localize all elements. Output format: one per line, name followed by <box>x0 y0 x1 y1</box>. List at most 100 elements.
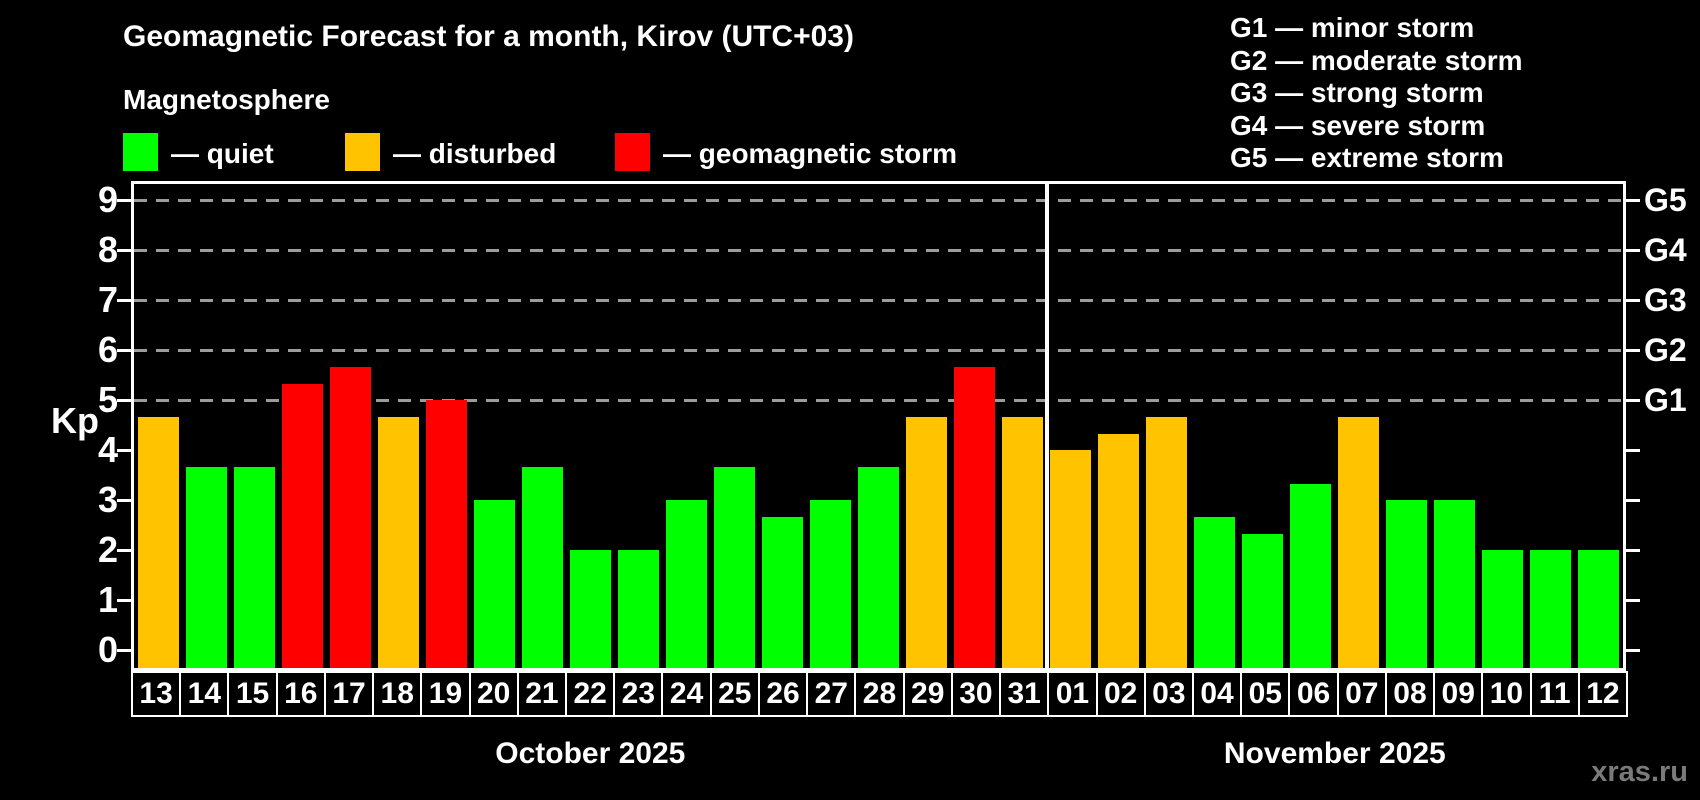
axis-tick <box>117 298 131 302</box>
g-legend-line: G3 — strong storm <box>1230 77 1484 108</box>
axis-tick <box>1626 398 1640 402</box>
quiet-swatch-icon <box>123 133 158 171</box>
day-label-20: 20 <box>468 671 519 717</box>
day-label-23: 23 <box>613 671 664 717</box>
axis-tick <box>1626 448 1640 452</box>
day-label-05: 05 <box>1240 671 1291 717</box>
y-axis-tick-label-5: 5 <box>97 379 118 420</box>
axis-tick <box>1626 298 1640 302</box>
y-axis-tick-label-4: 4 <box>97 429 118 470</box>
disturbed-swatch-icon <box>345 133 380 171</box>
bar-october-16 <box>281 383 323 668</box>
bar-november-08 <box>1386 500 1428 668</box>
axis-tick <box>117 448 131 452</box>
day-label-07: 07 <box>1336 671 1387 717</box>
day-label-03: 03 <box>1143 671 1194 717</box>
axis-tick <box>117 648 131 652</box>
gridline-kp9 <box>134 199 1623 202</box>
bar-october-18 <box>377 416 419 668</box>
bar-october-23 <box>617 550 659 668</box>
bar-october-17 <box>329 366 371 668</box>
day-label-24: 24 <box>661 671 712 717</box>
axis-tick <box>117 248 131 252</box>
bar-october-15 <box>233 466 275 668</box>
bar-november-07 <box>1338 416 1380 668</box>
g-legend-line: G1 — minor storm <box>1230 12 1475 43</box>
axis-tick <box>117 498 131 502</box>
disturbed-legend-label: — disturbed <box>393 138 557 169</box>
bar-october-22 <box>569 550 611 668</box>
axis-tick <box>117 598 131 602</box>
g-legend-line: G4 — severe storm <box>1230 109 1486 141</box>
axis-tick <box>1626 348 1640 352</box>
quiet-legend-label: — quiet <box>171 138 274 169</box>
bar-october-31 <box>1002 416 1044 668</box>
bar-october-21 <box>521 466 563 668</box>
bar-october-30 <box>954 366 996 668</box>
bar-november-10 <box>1482 550 1524 668</box>
day-label-17: 17 <box>323 671 375 717</box>
day-label-01: 01 <box>1047 671 1098 717</box>
bar-october-19 <box>425 400 467 668</box>
bar-november-03 <box>1146 416 1188 668</box>
axis-tick <box>117 198 131 202</box>
axis-tick <box>117 398 131 402</box>
day-label-21: 21 <box>516 671 568 717</box>
day-label-10: 10 <box>1481 671 1532 717</box>
watermark: xras.ru <box>1591 756 1688 788</box>
g-legend-line: G5 — extreme storm <box>1230 142 1504 173</box>
bar-november-01 <box>1050 450 1092 668</box>
right-axis-label-g5: G5 <box>1644 182 1687 218</box>
axis-tick <box>1626 548 1640 552</box>
month-separator-line <box>1044 184 1049 668</box>
chart-subtitle: Magnetosphere <box>123 84 330 115</box>
right-axis-label-g4: G4 <box>1644 232 1687 268</box>
day-label-06: 06 <box>1288 671 1339 717</box>
bar-november-05 <box>1242 533 1284 668</box>
bar-october-20 <box>473 500 515 668</box>
day-label-14: 14 <box>179 671 230 717</box>
bar-october-14 <box>185 466 227 668</box>
axis-tick <box>117 548 131 552</box>
day-label-09: 09 <box>1433 671 1484 717</box>
day-label-row: 13 14 15 16 17 18 19 20 21 22 23 24 25 26 27 28 29 30 31 01… <box>131 671 1628 717</box>
y-axis-tick-label-3: 3 <box>97 479 118 520</box>
right-axis-label-g1: G1 <box>1644 382 1687 418</box>
day-label-13: 13 <box>131 671 182 717</box>
month-label-october: October 2025 <box>495 737 686 770</box>
day-label-28: 28 <box>854 671 905 717</box>
bar-november-09 <box>1434 500 1476 668</box>
day-label-29: 29 <box>902 671 953 717</box>
gridline-kp6 <box>134 349 1623 352</box>
chart-title: Geomagnetic Forecast for a month, Kirov … <box>123 20 854 53</box>
y-axis-tick-label-9: 9 <box>97 179 118 220</box>
axis-tick <box>1626 648 1640 652</box>
day-label-22: 22 <box>565 671 616 717</box>
day-label-27: 27 <box>806 671 857 717</box>
bar-november-11 <box>1530 550 1572 668</box>
day-label-26: 26 <box>757 671 809 717</box>
day-label-15: 15 <box>227 671 278 717</box>
g-scale-legend: G1 — minor storm G2 — moderate storm G3 — … <box>1230 12 1523 175</box>
day-label-25: 25 <box>709 671 760 717</box>
gridline-kp8 <box>134 249 1623 252</box>
y-axis-label: Kp <box>51 400 99 441</box>
bar-november-06 <box>1290 483 1332 668</box>
right-axis-label-g2: G2 <box>1644 332 1687 368</box>
bar-october-29 <box>906 416 948 668</box>
bar-october-13 <box>137 416 179 668</box>
day-label-30: 30 <box>950 671 1002 717</box>
axis-tick <box>1626 498 1640 502</box>
gridline-kp5 <box>134 399 1623 402</box>
y-axis-tick-label-2: 2 <box>97 529 118 570</box>
day-label-12: 12 <box>1577 671 1628 717</box>
bar-november-12 <box>1578 550 1620 668</box>
day-label-11: 11 <box>1529 671 1580 717</box>
plot-area <box>131 181 1626 671</box>
axis-tick <box>1626 198 1640 202</box>
y-axis-tick-label-6: 6 <box>97 329 118 370</box>
day-label-31: 31 <box>999 671 1050 717</box>
day-label-19: 19 <box>420 671 471 717</box>
y-axis-tick-label-8: 8 <box>97 229 118 270</box>
